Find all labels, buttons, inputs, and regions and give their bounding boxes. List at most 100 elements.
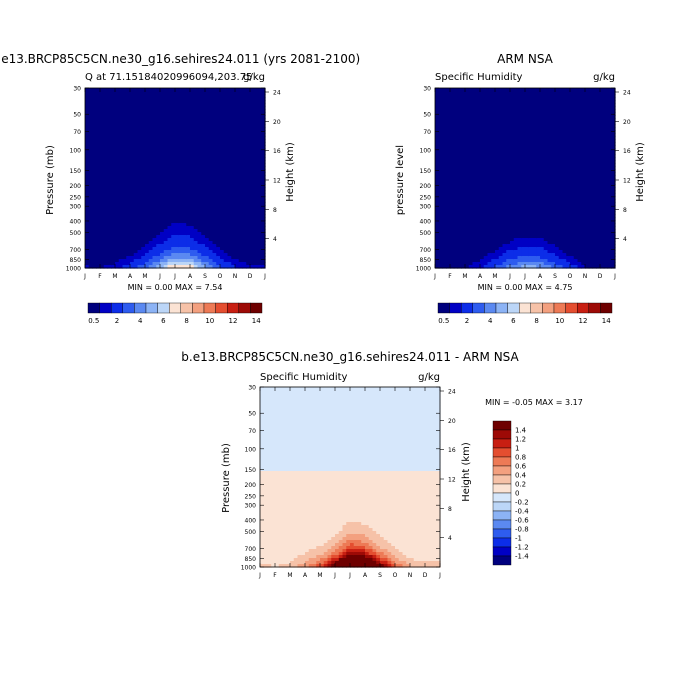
panel1-cell xyxy=(190,130,195,134)
panel1-cell xyxy=(163,94,169,98)
panel2-cell xyxy=(536,214,541,218)
panel1-cell xyxy=(92,169,97,173)
panel1-cell xyxy=(231,154,236,158)
panel2-cell xyxy=(461,208,466,212)
panel1-cell xyxy=(160,121,165,125)
panel1-cell xyxy=(175,211,180,215)
panel1-cell xyxy=(103,91,109,95)
panel1-cell xyxy=(85,175,90,179)
panel1-cell xyxy=(152,88,157,92)
panel1-cell xyxy=(122,133,127,137)
panel2-cell xyxy=(555,238,560,242)
panel1-cell xyxy=(175,160,180,164)
panel2-cell xyxy=(450,97,455,101)
panel1-cell xyxy=(92,190,97,194)
panel1-cell xyxy=(85,163,90,167)
panel2-cell xyxy=(442,247,447,251)
panel1-cell xyxy=(133,118,139,122)
panel2-cell xyxy=(468,214,474,218)
panel2-cell xyxy=(468,223,474,227)
panel2-cell xyxy=(543,139,549,143)
panel2-cell xyxy=(465,136,470,140)
panel1-cell xyxy=(148,214,154,218)
panel1-cell xyxy=(175,259,180,263)
panel1-cell xyxy=(193,253,199,257)
panel2-cell xyxy=(555,178,560,182)
panel1-cell xyxy=(96,130,101,134)
panel2-cell xyxy=(435,259,440,263)
panel1-cell xyxy=(186,199,191,203)
panel2-cell xyxy=(498,208,504,212)
panel2-cell xyxy=(540,157,545,161)
panel1-cell xyxy=(137,160,142,164)
panel2-cell xyxy=(435,223,440,227)
panel1-cell xyxy=(156,223,161,227)
panel1-cell xyxy=(257,112,262,116)
panel1-cell xyxy=(145,118,150,122)
panel1-cell xyxy=(130,190,135,194)
panel1-cell xyxy=(231,238,236,242)
panel1-cell xyxy=(107,109,112,113)
panel2-cell xyxy=(442,211,447,215)
panel1-cell xyxy=(193,205,199,209)
panel2-cell xyxy=(498,148,504,152)
panel1-cell xyxy=(178,217,184,221)
panel2-cell xyxy=(558,112,564,116)
panel2-cell xyxy=(450,139,455,143)
panel1-cell xyxy=(250,238,255,242)
panel1-cell xyxy=(92,127,97,131)
panel1-cell xyxy=(182,238,187,242)
panel2-cell xyxy=(517,157,522,161)
panel1-cell xyxy=(182,172,187,176)
panel2-cell xyxy=(465,172,470,176)
panel1-cell xyxy=(92,109,97,113)
panel2-cell xyxy=(465,190,470,194)
panel1-cell xyxy=(130,160,135,164)
panel1-cell xyxy=(160,181,165,185)
panel1-cell xyxy=(163,211,169,215)
panel2-cell xyxy=(487,124,492,128)
panel2-cell xyxy=(438,175,444,179)
panel1-cell xyxy=(96,181,101,185)
panel1-cell xyxy=(190,100,195,104)
panel1-cell xyxy=(85,202,90,206)
panel2-cell xyxy=(476,190,481,194)
panel1-cell xyxy=(193,115,199,119)
panel1-cell xyxy=(227,253,232,257)
panel1-cell xyxy=(133,199,139,203)
panel1-cell xyxy=(152,229,157,233)
panel2-cell xyxy=(532,193,537,197)
panel2-cell xyxy=(453,199,459,203)
panel2-cell xyxy=(495,151,500,155)
panel1-cell xyxy=(167,115,172,119)
panel1-cell xyxy=(186,211,191,215)
panel1-cell xyxy=(261,160,266,164)
panel1-cell xyxy=(193,190,199,194)
panel2-cell xyxy=(555,247,560,251)
panel2-cell xyxy=(461,193,466,197)
panel1-cell xyxy=(137,91,142,95)
panel2-cell xyxy=(513,103,519,107)
panel1-cell xyxy=(238,109,244,113)
panel1-cell xyxy=(85,265,90,269)
panel1-cell xyxy=(261,124,266,128)
panel1-cell xyxy=(238,142,244,146)
panel1-cell xyxy=(186,103,191,107)
panel1-cell xyxy=(88,214,94,218)
panel2-cell xyxy=(555,103,560,107)
panel1-cell xyxy=(205,217,210,221)
panel2-cell xyxy=(476,148,481,152)
panel1-cell xyxy=(223,118,229,122)
panel1-cell xyxy=(163,193,169,197)
panel1-cell xyxy=(145,94,150,98)
panel2-cell xyxy=(543,202,549,206)
panel2-cell xyxy=(517,91,522,95)
panel1-cell xyxy=(145,190,150,194)
panel1-cell xyxy=(160,232,165,236)
panel1-cell xyxy=(223,232,229,236)
panel2-cell xyxy=(513,241,519,245)
panel1-cell xyxy=(160,205,165,209)
panel2-cell xyxy=(525,241,530,245)
panel2-cell xyxy=(435,187,440,191)
panel1-cell xyxy=(111,130,116,134)
